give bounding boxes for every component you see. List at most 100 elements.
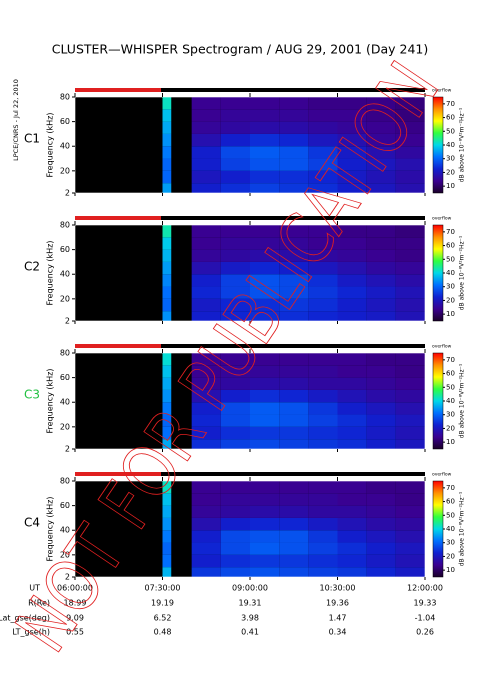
heatmap-cell: [220, 158, 250, 171]
heatmap-cell: [395, 414, 425, 427]
heatmap-cell: [250, 97, 280, 110]
heatmap-cell: [279, 353, 309, 366]
heatmap-cell: [366, 311, 396, 321]
heatmap-cell: [308, 121, 338, 134]
coverage-gap: [75, 344, 161, 348]
coverage-bar: [75, 216, 425, 220]
heatmap-cell: [162, 261, 172, 275]
heatmap-cell: [308, 97, 338, 110]
panel-label: C1: [24, 132, 40, 146]
heatmap-cell: [366, 530, 396, 543]
heatmap-cell: [220, 170, 250, 184]
heatmap-cell: [395, 439, 425, 449]
colorbar-tick-label: 20: [446, 296, 455, 304]
heatmap-cell: [250, 517, 280, 531]
heatmap-cell: [366, 286, 396, 299]
heatmap-cell: [220, 121, 250, 134]
heatmap-cell: [279, 567, 309, 577]
heatmap-cell: [366, 414, 396, 427]
heatmap-cell: [250, 146, 280, 159]
heatmap-cell: [162, 311, 172, 321]
heatmap-cell: [279, 365, 309, 378]
colorbar-tick-label: 50: [446, 255, 455, 263]
heatmap-cell: [366, 517, 396, 531]
heatmap-cell: [366, 377, 396, 390]
heatmap-cell: [337, 530, 367, 543]
heatmap-cell: [395, 493, 425, 506]
heatmap-cell: [191, 426, 221, 440]
heatmap-cell: [337, 389, 367, 403]
heatmap-cell: [337, 414, 367, 427]
ephemeris-row-label: UT: [29, 584, 40, 593]
heatmap-cell: [366, 225, 396, 238]
coverage-bar: [75, 88, 425, 92]
heatmap-cell: [250, 298, 280, 312]
heatmap-cell: [220, 97, 250, 110]
heatmap-cell: [395, 286, 425, 299]
heatmap-cell: [250, 426, 280, 440]
heatmap-cell: [279, 414, 309, 427]
heatmap-cell: [220, 377, 250, 390]
heatmap-cell: [366, 121, 396, 134]
y-tick-label: 80: [60, 221, 70, 230]
heatmap-cell: [395, 530, 425, 543]
heatmap-cell: [250, 249, 280, 262]
heatmap-cell: [308, 365, 338, 378]
heatmap-cell: [191, 311, 221, 321]
heatmap-cell: [395, 158, 425, 171]
heatmap-cell: [162, 554, 172, 568]
heatmap-cell: [220, 274, 250, 287]
heatmap-cell: [220, 109, 250, 122]
heatmap-cell: [191, 249, 221, 262]
heatmap-cell: [162, 286, 172, 299]
y-tick-label: 60: [60, 117, 70, 126]
heatmap-cell: [220, 505, 250, 518]
ephemeris-value: 0.26: [416, 628, 434, 637]
heatmap-cell: [366, 402, 396, 415]
heatmap-cell: [308, 517, 338, 531]
heatmap-cell: [308, 133, 338, 147]
heatmap-cell: [191, 481, 221, 494]
heatmap-cell: [220, 493, 250, 506]
heatmap-cell: [366, 298, 396, 312]
y-axis-label: Frequency (kHz): [46, 497, 55, 562]
colorbar-tick-label: 10: [446, 566, 455, 574]
y-tick-label: 80: [60, 349, 70, 358]
heatmap-cell: [162, 517, 172, 531]
heatmap-cell: [395, 353, 425, 366]
heatmap-cell: [162, 389, 172, 403]
heatmap-cell: [366, 567, 396, 577]
heatmap-cell: [250, 286, 280, 299]
heatmap-cell: [395, 237, 425, 250]
ephemeris-value: 0.34: [329, 628, 347, 637]
colorbar-tick-label: 30: [446, 155, 455, 163]
heatmap-cell: [250, 183, 280, 193]
heatmap-cell: [308, 439, 338, 449]
heatmap-cell: [191, 505, 221, 518]
heatmap-cell: [162, 365, 172, 378]
heatmap-cell: [279, 261, 309, 275]
heatmap-cell: [220, 426, 250, 440]
heatmap-cell: [395, 274, 425, 287]
heatmap-cell: [250, 439, 280, 449]
credit: LPCE/CNRS - Jul 22, 2010: [12, 79, 20, 161]
heatmap-cell: [279, 439, 309, 449]
heatmap-cell: [337, 554, 367, 568]
heatmap-cell: [279, 225, 309, 238]
heatmap-cell: [162, 237, 172, 250]
colorbar-tick-label: 50: [446, 383, 455, 391]
heatmap-cell: [220, 481, 250, 494]
heatmap-cell: [337, 426, 367, 440]
heatmap-cell: [250, 365, 280, 378]
heatmap-cell: [250, 414, 280, 427]
heatmap-cell: [366, 158, 396, 171]
heatmap-cell: [279, 237, 309, 250]
heatmap-cell: [220, 554, 250, 568]
heatmap-cell: [366, 249, 396, 262]
heatmap-cell: [220, 530, 250, 543]
heatmap-cell: [191, 389, 221, 403]
heatmap-cell: [279, 121, 309, 134]
y-tick-label: 2: [65, 189, 70, 198]
heatmap-cell: [279, 183, 309, 193]
y-tick-label: 2: [65, 573, 70, 582]
